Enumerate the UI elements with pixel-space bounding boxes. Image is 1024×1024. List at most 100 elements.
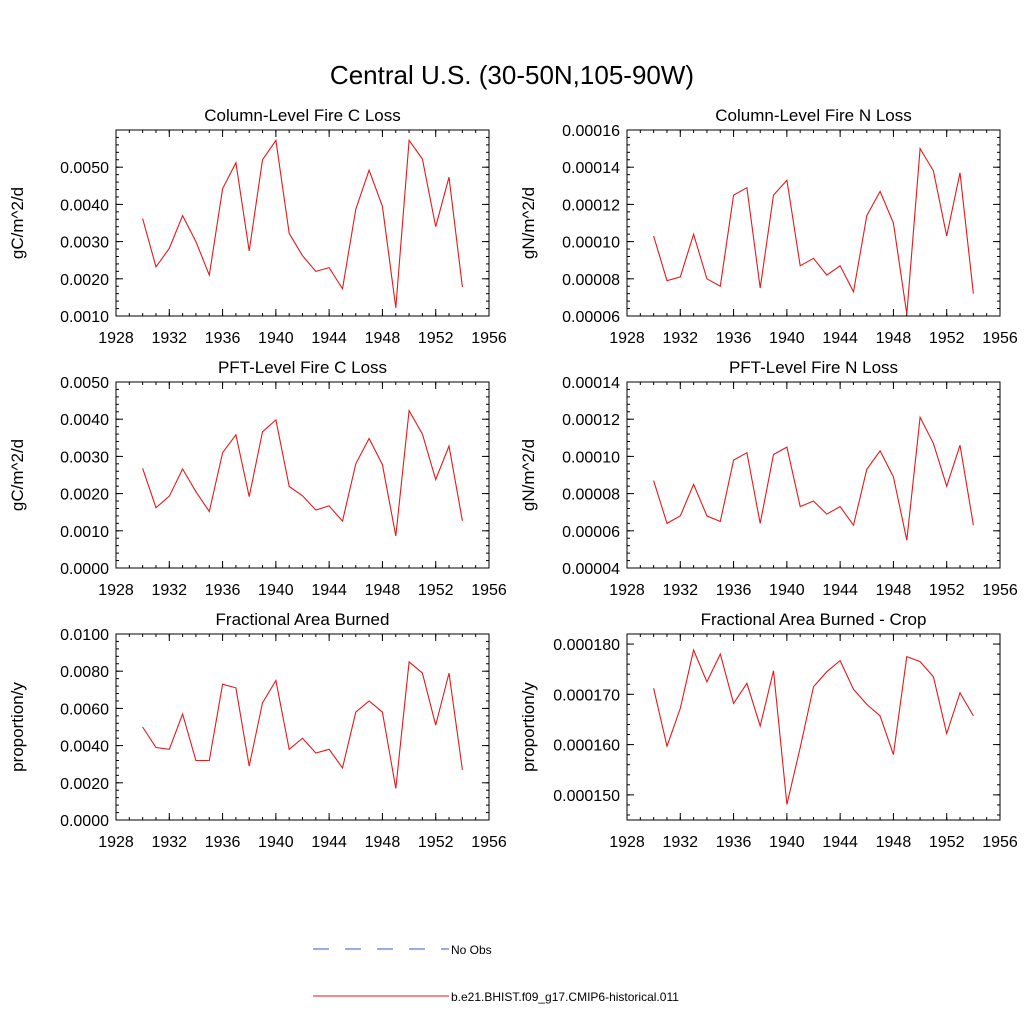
x-tick-label: 1956: [471, 834, 507, 851]
y-tick-label: 0.00014: [562, 375, 620, 392]
y-tick-label: 0.0010: [60, 524, 109, 541]
series-line-1: [653, 146, 974, 315]
y-tick-label: 0.000150: [553, 788, 620, 805]
x-tick-label: 1928: [609, 582, 645, 599]
x-tick-label: 1928: [98, 330, 134, 347]
y-tick-label: 0.0000: [60, 813, 109, 830]
x-tick-label: 1944: [822, 582, 858, 599]
x-tick-label: 1928: [609, 330, 645, 347]
x-tick-label: 1944: [822, 330, 858, 347]
y-tick-label: 0.0040: [60, 197, 109, 214]
legend-no-obs-label: No Obs: [451, 943, 492, 957]
x-tick-label: 1952: [929, 582, 965, 599]
x-tick-label: 1932: [151, 582, 187, 599]
y-tick-label: 0.00006: [562, 309, 620, 326]
x-tick-label: 1932: [662, 834, 698, 851]
x-tick-label: 1944: [311, 582, 347, 599]
x-tick-label: 1952: [418, 330, 454, 347]
y-tick-label: 0.00010: [562, 235, 620, 252]
x-tick-label: 1936: [716, 834, 752, 851]
y-tick-label: 0.0020: [60, 487, 109, 504]
y-axis-label: proportion/y: [8, 682, 27, 772]
y-axis-label: gC/m^2/d: [8, 187, 27, 259]
x-tick-label: 1948: [365, 582, 401, 599]
x-tick-label: 1956: [471, 330, 507, 347]
plot-frame: [115, 381, 490, 569]
plot-frame: [626, 633, 1001, 821]
y-tick-label: 0.0080: [60, 664, 109, 681]
y-tick-label: 0.000180: [553, 637, 620, 654]
x-tick-label: 1956: [982, 330, 1018, 347]
x-tick-label: 1932: [151, 330, 187, 347]
chart-title: Column-Level Fire C Loss: [204, 106, 401, 125]
chart-title: PFT-Level Fire C Loss: [218, 358, 387, 377]
chart-panel-5: Fractional Area Burned proportion/y 1928 19…: [8, 610, 507, 851]
y-tick-label: 0.0000: [60, 561, 109, 578]
chart-title: PFT-Level Fire N Loss: [729, 358, 898, 377]
x-tick-label: 1948: [876, 582, 912, 599]
panels: Column-Level Fire C Loss gC/m^2/d 1928 1932…: [8, 106, 1018, 851]
x-tick-label: 1936: [205, 330, 241, 347]
y-tick-label: 0.0040: [60, 412, 109, 429]
x-tick-label: 1936: [205, 582, 241, 599]
x-tick-label: 1928: [98, 834, 134, 851]
plot-frame: [115, 129, 490, 317]
chart-panel-2: Column-Level Fire N Loss gN/m^2/d 1928 1932…: [519, 106, 1018, 347]
x-tick-label: 1956: [982, 834, 1018, 851]
x-tick-label: 1928: [98, 582, 134, 599]
x-tick-label: 1952: [929, 330, 965, 347]
y-tick-label: 0.0030: [60, 449, 109, 466]
x-tick-label: 1952: [418, 582, 454, 599]
series-line-1: [142, 408, 463, 537]
x-tick-label: 1940: [258, 834, 294, 851]
y-tick-label: 0.0050: [60, 160, 109, 177]
plot-frame: [115, 633, 490, 821]
plot-frame: [626, 381, 1001, 569]
y-tick-label: 0.0020: [60, 776, 109, 793]
y-tick-label: 0.0040: [60, 739, 109, 756]
y-axis-label: gN/m^2/d: [519, 439, 538, 511]
x-tick-label: 1940: [258, 582, 294, 599]
y-tick-label: 0.00012: [562, 197, 620, 214]
chart-panel-3: PFT-Level Fire C Loss gC/m^2/d 1928 1932 193…: [8, 358, 507, 599]
y-tick-label: 0.0060: [60, 701, 109, 718]
x-tick-label: 1928: [609, 834, 645, 851]
figure-title: Central U.S. (30-50N,105-90W): [330, 60, 694, 90]
x-tick-label: 1956: [471, 582, 507, 599]
x-tick-label: 1948: [876, 834, 912, 851]
x-tick-label: 1936: [205, 834, 241, 851]
y-axis-label: gC/m^2/d: [8, 439, 27, 511]
y-tick-label: 0.000160: [553, 738, 620, 755]
series-line-1: [142, 660, 463, 789]
y-tick-label: 0.0100: [60, 627, 109, 644]
y-axis-label: gN/m^2/d: [519, 187, 538, 259]
legend: No Obs b.e21.BHIST.f09_g17.CMIP6-histori…: [313, 943, 679, 1004]
x-tick-label: 1932: [151, 834, 187, 851]
chart-panel-4: PFT-Level Fire N Loss gN/m^2/d 1928 1932 193…: [519, 358, 1018, 599]
chart-title: Fractional Area Burned - Crop: [701, 610, 927, 629]
y-tick-label: 0.000170: [553, 687, 620, 704]
chart-panel-6: Fractional Area Burned - Crop proportion/…: [519, 610, 1018, 851]
y-tick-label: 0.00010: [562, 449, 620, 466]
x-tick-label: 1932: [662, 582, 698, 599]
x-tick-label: 1952: [418, 834, 454, 851]
x-tick-label: 1940: [769, 330, 805, 347]
x-tick-label: 1936: [716, 330, 752, 347]
y-tick-label: 0.00012: [562, 412, 620, 429]
x-tick-label: 1944: [822, 834, 858, 851]
x-tick-label: 1940: [769, 582, 805, 599]
series-line-1: [653, 415, 974, 541]
chart-title: Fractional Area Burned: [216, 610, 390, 629]
y-tick-label: 0.0020: [60, 272, 109, 289]
x-tick-label: 1956: [982, 582, 1018, 599]
x-tick-label: 1948: [365, 330, 401, 347]
x-tick-label: 1952: [929, 834, 965, 851]
y-tick-label: 0.0050: [60, 375, 109, 392]
chart-title: Column-Level Fire N Loss: [715, 106, 912, 125]
x-tick-label: 1940: [258, 330, 294, 347]
x-tick-label: 1932: [662, 330, 698, 347]
x-tick-label: 1936: [716, 582, 752, 599]
series-line-1: [653, 648, 974, 805]
x-tick-label: 1948: [365, 834, 401, 851]
